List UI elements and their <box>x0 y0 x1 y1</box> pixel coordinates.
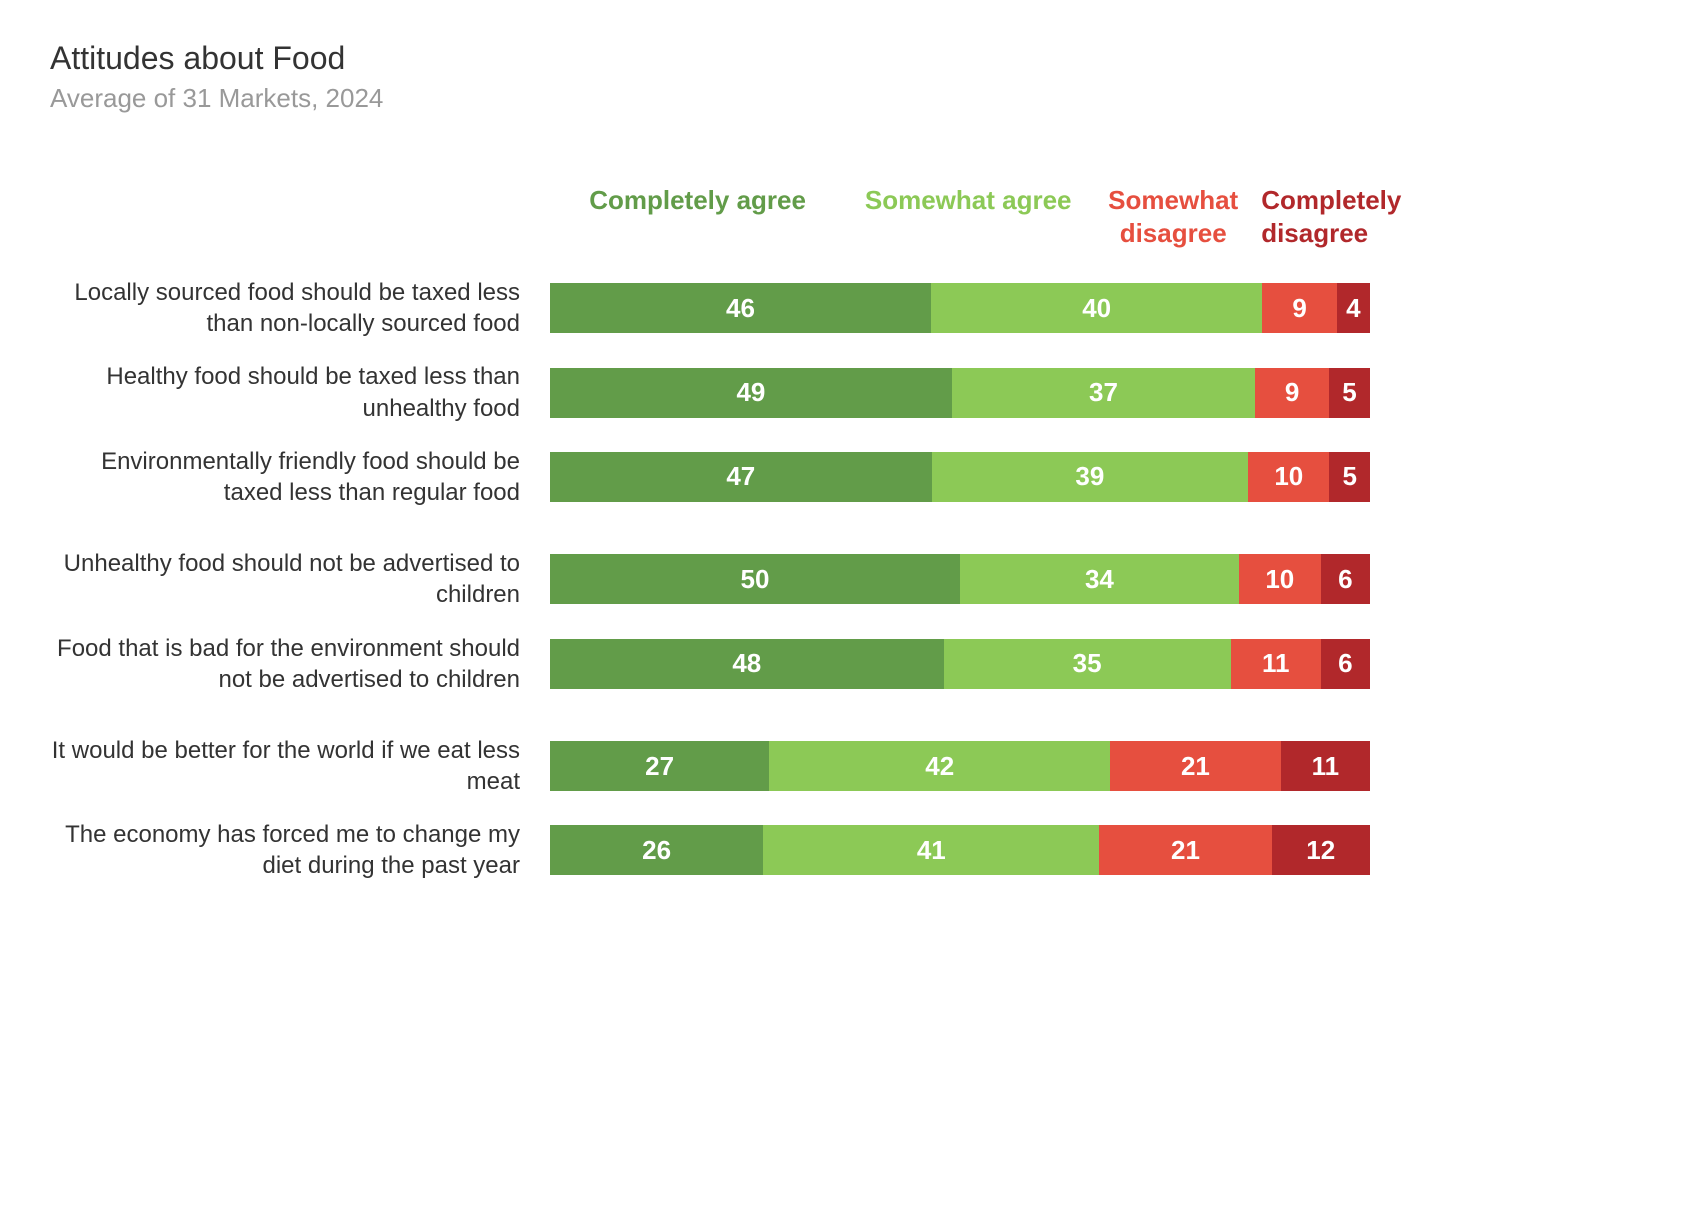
bar-segment: 50 <box>550 554 960 604</box>
bar-segment: 21 <box>1110 741 1280 791</box>
chart-title: Attitudes about Food <box>50 40 1634 77</box>
bar-segment: 37 <box>952 368 1255 418</box>
bar-segment: 49 <box>550 368 952 418</box>
column-header: Completely disagree <box>1255 184 1370 249</box>
chart-row: Healthy food should be taxed less than u… <box>50 361 1634 423</box>
chart-row: It would be better for the world if we e… <box>50 735 1634 797</box>
column-header: Completely agree <box>550 184 845 249</box>
chart-row: The economy has forced me to change my d… <box>50 819 1634 881</box>
bar-segment: 6 <box>1321 554 1370 604</box>
bar-segment: 42 <box>769 741 1110 791</box>
bar-segment: 48 <box>550 639 944 689</box>
column-headers: Completely agreeSomewhat agreeSomewhat d… <box>550 184 1370 249</box>
column-header: Somewhat disagree <box>1091 184 1255 249</box>
bar-segment: 41 <box>763 825 1099 875</box>
row-label: Unhealthy food should not be advertised … <box>50 548 520 610</box>
bar-segment: 40 <box>931 283 1262 333</box>
bar-segment: 9 <box>1255 368 1329 418</box>
bar-segment: 39 <box>932 452 1249 502</box>
bar-segment: 9 <box>1262 283 1337 333</box>
bar-segment: 21 <box>1099 825 1271 875</box>
stacked-bar: 4739105 <box>550 452 1370 502</box>
row-label: Food that is bad for the environment sho… <box>50 633 520 695</box>
chart-row: Locally sourced food should be taxed les… <box>50 277 1634 339</box>
bar-segment: 4 <box>1337 283 1370 333</box>
chart-row: Unhealthy food should not be advertised … <box>50 548 1634 610</box>
bar-segment: 5 <box>1329 368 1370 418</box>
row-label: Environmentally friendly food should be … <box>50 446 520 508</box>
column-header: Somewhat agree <box>845 184 1091 249</box>
bar-segment: 10 <box>1248 452 1329 502</box>
bar-segment: 35 <box>944 639 1231 689</box>
bar-segment: 12 <box>1272 825 1370 875</box>
bar-segment: 10 <box>1239 554 1321 604</box>
bar-segment: 26 <box>550 825 763 875</box>
bar-segment: 34 <box>960 554 1239 604</box>
stacked-bar: 4835116 <box>550 639 1370 689</box>
row-label: The economy has forced me to change my d… <box>50 819 520 881</box>
row-label: Locally sourced food should be taxed les… <box>50 277 520 339</box>
row-label: It would be better for the world if we e… <box>50 735 520 797</box>
bar-segment: 6 <box>1321 639 1370 689</box>
chart-subtitle: Average of 31 Markets, 2024 <box>50 83 1634 114</box>
bar-segment: 5 <box>1329 452 1370 502</box>
chart-rows: Locally sourced food should be taxed les… <box>50 277 1634 904</box>
bar-segment: 27 <box>550 741 769 791</box>
bar-segment: 11 <box>1231 639 1321 689</box>
header-row: Completely agreeSomewhat agreeSomewhat d… <box>50 184 1634 249</box>
bar-segment: 47 <box>550 452 932 502</box>
chart-row: Environmentally friendly food should be … <box>50 446 1634 508</box>
stacked-bar: 464094 <box>550 283 1370 333</box>
bar-segment: 46 <box>550 283 931 333</box>
bar-segment: 11 <box>1281 741 1370 791</box>
stacked-bar: 5034106 <box>550 554 1370 604</box>
stacked-bar: 27422111 <box>550 741 1370 791</box>
stacked-bar: 26412112 <box>550 825 1370 875</box>
stacked-bar: 493795 <box>550 368 1370 418</box>
chart-container: Completely agreeSomewhat agreeSomewhat d… <box>50 184 1634 904</box>
row-label: Healthy food should be taxed less than u… <box>50 361 520 423</box>
chart-row: Food that is bad for the environment sho… <box>50 633 1634 695</box>
